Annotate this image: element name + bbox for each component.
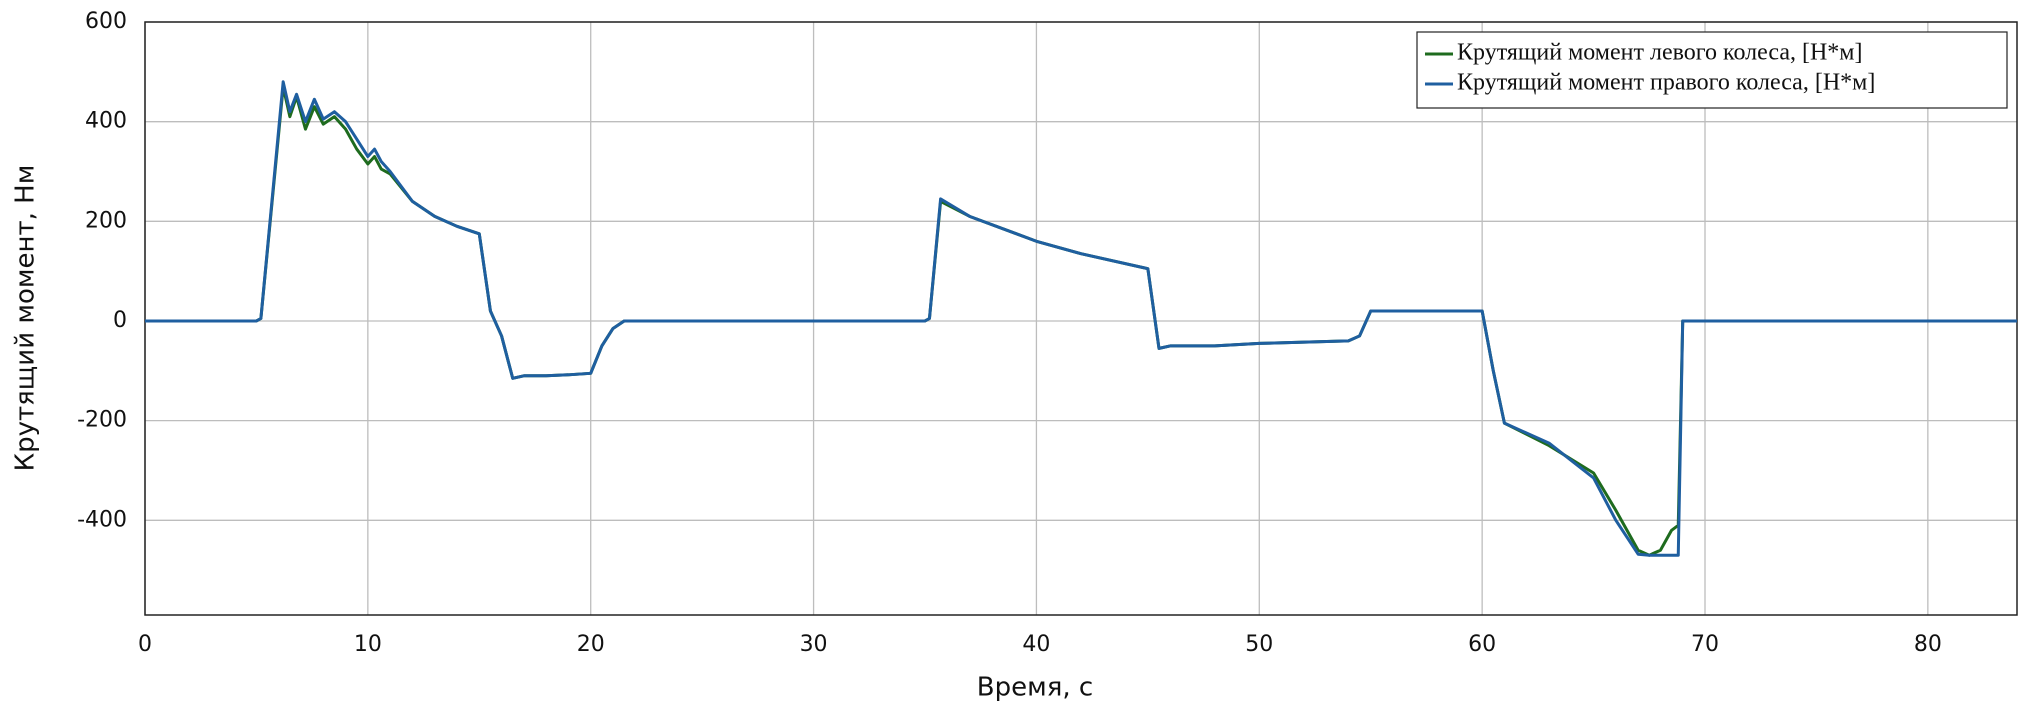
x-tick-label: 50 <box>1245 632 1273 657</box>
legend-label: Крутящий момент правого колеса, [Н*м] <box>1457 70 1875 96</box>
y-tick-label: 0 <box>113 308 127 333</box>
x-axis-label: Время, с <box>977 673 1093 701</box>
x-tick-label: 20 <box>577 632 605 657</box>
legend: Крутящий момент левого колеса, [Н*м] Крут… <box>1416 31 2008 109</box>
data-line <box>145 80 2017 557</box>
legend-label: Крутящий момент левого колеса, [Н*м] <box>1457 40 1862 66</box>
x-tick-label: 30 <box>800 632 828 657</box>
x-tick-label: 70 <box>1691 632 1719 657</box>
x-tick-label: 40 <box>1022 632 1050 657</box>
y-tick-label: 200 <box>85 208 127 233</box>
y-tick-label: 600 <box>85 9 127 34</box>
legend-box <box>1416 31 2008 109</box>
y-tick-label: -400 <box>77 507 127 532</box>
y-axis-label: Крутящий момент, Нм <box>11 165 41 472</box>
plot-frame <box>144 21 2018 616</box>
y-tick-label: 400 <box>85 109 127 134</box>
x-tick-label: 0 <box>138 632 152 657</box>
x-tick-label: 10 <box>354 632 382 657</box>
x-tick-label: 80 <box>1914 632 1942 657</box>
y-tick-label: -200 <box>77 408 127 433</box>
plot-area <box>145 22 2017 615</box>
x-tick-label: 60 <box>1468 632 1496 657</box>
